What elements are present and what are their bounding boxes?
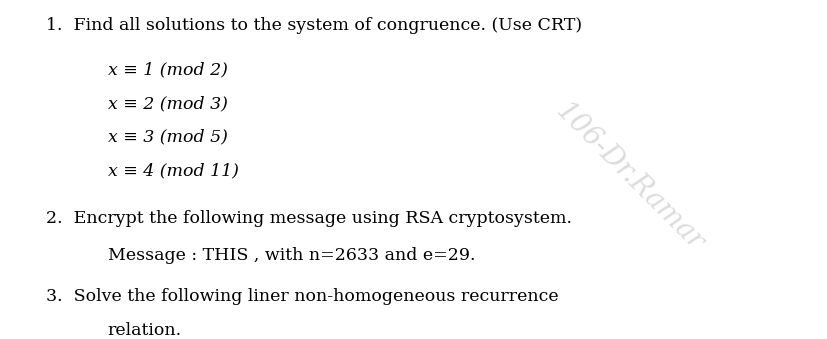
Text: 3.  Solve the following liner non-homogeneous recurrence: 3. Solve the following liner non-homogen… bbox=[45, 288, 557, 305]
Text: x ≡ 2 (mod 3): x ≡ 2 (mod 3) bbox=[108, 95, 227, 112]
Text: x ≡ 3 (mod 5): x ≡ 3 (mod 5) bbox=[108, 129, 227, 146]
Text: 2.  Encrypt the following message using RSA cryptosystem.: 2. Encrypt the following message using R… bbox=[45, 210, 571, 227]
Text: x ≡ 1 (mod 2): x ≡ 1 (mod 2) bbox=[108, 61, 227, 78]
Text: 106-Dr.Ramar: 106-Dr.Ramar bbox=[549, 97, 708, 256]
Text: 1.  Find all solutions to the system of congruence. (Use CRT): 1. Find all solutions to the system of c… bbox=[45, 17, 581, 34]
Text: relation.: relation. bbox=[108, 322, 182, 339]
Text: Message : THIS , with n=2633 and e=29.: Message : THIS , with n=2633 and e=29. bbox=[108, 247, 475, 264]
Text: x ≡ 4 (mod 11): x ≡ 4 (mod 11) bbox=[108, 163, 238, 180]
